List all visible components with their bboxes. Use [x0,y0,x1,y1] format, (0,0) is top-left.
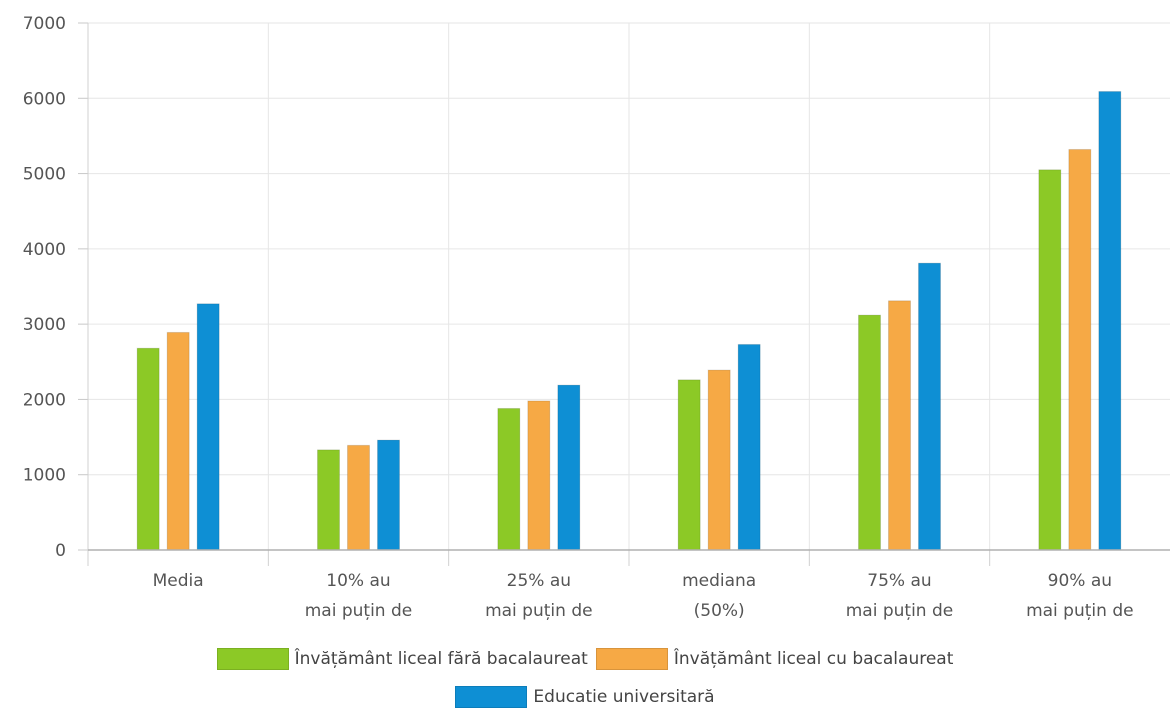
legend-label-series-2: Învățământ liceal cu bacalaureat [673,649,954,669]
bar-series-2-cat-5 [888,300,911,551]
bar-series-3-cat-1 [196,303,220,551]
legend-item-series-1[interactable]: Învățământ liceal fără bacalaureat [216,648,588,670]
y-tick-label-6: 6000 [23,89,66,109]
bar-series-3-cat-4 [737,343,761,551]
x-tick-label-2-line-1: 10% au [326,571,390,591]
bar-series-1-cat-1 [136,347,160,551]
legend-row-2: Educatie universitară [0,686,1170,708]
bar-series-3-cat-2 [377,439,400,551]
bar-series-3-cat-3 [557,384,581,551]
x-tick-label-1-line-1: Media [153,571,204,591]
x-tick-label-5-line-1: 75% au [867,571,931,591]
x-tick-label-4-line-1: mediana [682,571,756,591]
y-tick-label-0: 0 [55,541,66,561]
bar-series-1-cat-5 [858,314,881,551]
y-tick-label-7: 7000 [23,14,66,34]
bar-series-2-cat-2 [347,444,370,551]
bar-series-1-cat-4 [677,379,701,551]
bar-chart: 0 1000 2000 3000 4000 5000 6000 7000 Media 10% au… [23,14,1170,621]
bar-series-2-cat-3 [527,400,551,551]
legend-row-1: Învățământ liceal fără bacalaureat Învăț… [0,648,1170,670]
x-tick-label-6-line-2: mai puțin de [1026,601,1134,621]
y-tick-label-5: 5000 [23,165,66,185]
legend-swatch-series-1 [216,648,289,670]
legend-item-series-3[interactable]: Educatie universitară [455,686,715,708]
bar-series-3-cat-6 [1098,91,1122,551]
bar-series-2-cat-1 [166,331,190,551]
bar-series-1-cat-3 [497,407,521,551]
legend-label-series-3: Educatie universitară [533,687,715,707]
bar-series-2-cat-6 [1068,148,1092,551]
bar-series-2-cat-4 [707,369,731,551]
x-tick-label-3-line-2: mai puțin de [485,601,593,621]
bar-series-1-cat-2 [317,449,340,551]
legend-label-series-1: Învățământ liceal fără bacalaureat [294,649,588,669]
x-tick-label-4-line-2: (50%) [694,601,745,621]
x-tick-label-3-line-1: 25% au [507,571,571,591]
x-tick-label-2-line-2: mai puțin de [305,601,413,621]
bar-series-1-cat-6 [1038,169,1062,551]
legend-item-series-2[interactable]: Învățământ liceal cu bacalaureat [595,648,954,670]
y-tick-label-4: 4000 [23,240,66,260]
x-tick-label-6-line-1: 90% au [1048,571,1112,591]
y-tick-label-2: 2000 [23,390,66,410]
x-tick-label-5-line-2: mai puțin de [846,601,954,621]
y-tick-label-3: 3000 [23,315,66,335]
legend-swatch-series-2 [595,648,668,670]
y-tick-label-1: 1000 [23,466,66,486]
legend-swatch-series-3 [455,686,528,708]
bar-series-3-cat-5 [918,262,941,551]
